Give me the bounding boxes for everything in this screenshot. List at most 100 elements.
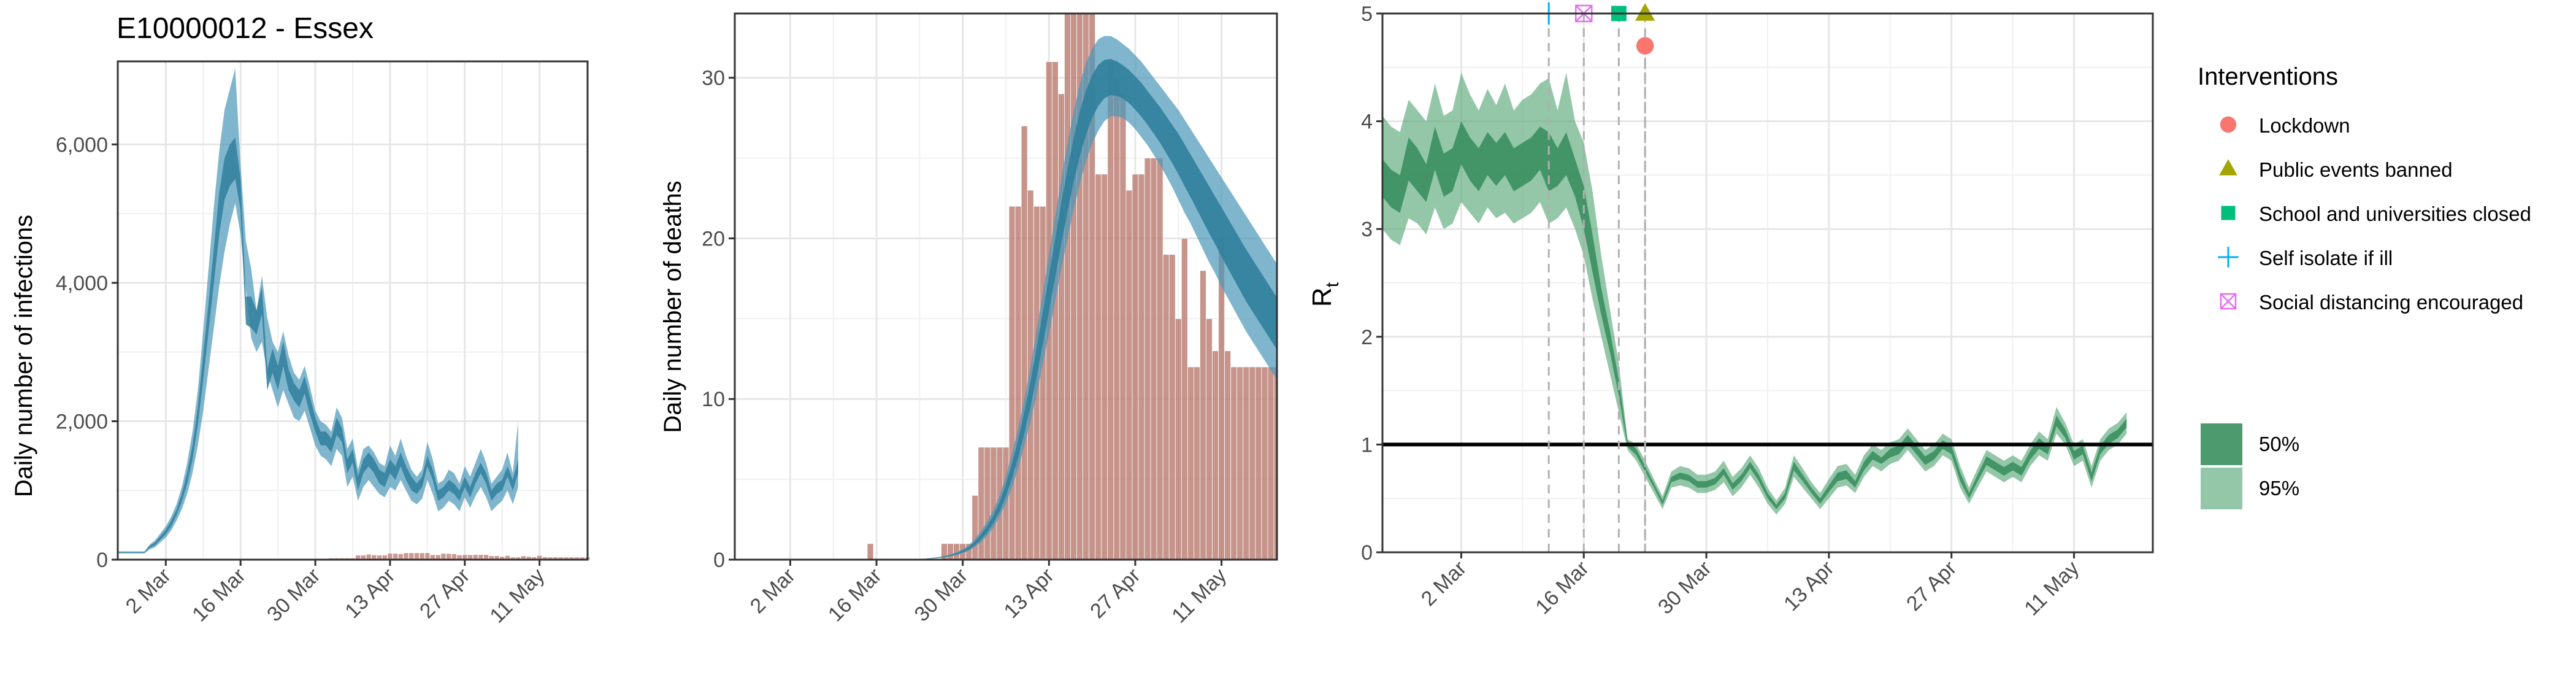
infections-death-bar: [393, 554, 398, 560]
deaths-bar: [1162, 254, 1170, 560]
legend-item-marker: [2220, 116, 2237, 133]
infections-y-tick-label: 4,000: [56, 272, 108, 295]
infections-death-bar: [564, 557, 569, 560]
infections-death-bar: [521, 556, 526, 560]
legend-band-label: 95%: [2259, 477, 2299, 500]
infections-death-bar: [548, 557, 553, 560]
legend-item-label: Self isolate if ill: [2259, 247, 2393, 269]
deaths-bar: [1101, 174, 1108, 560]
deaths-y-axis-label: Daily number of deaths: [659, 180, 686, 433]
infections-death-bar: [473, 555, 478, 560]
deaths-bar: [1267, 366, 1275, 560]
infections-y-tick-label: 0: [96, 549, 108, 572]
infections-death-bar: [478, 555, 483, 560]
infections-death-bar: [494, 556, 499, 560]
deaths-y-tick-label: 30: [702, 67, 725, 90]
deaths-bar: [1008, 206, 1016, 560]
infections-band-50: [118, 137, 518, 553]
rt-band-95: [1382, 72, 2127, 515]
deaths-panel-border: [734, 12, 1278, 561]
deaths-bar: [1212, 350, 1219, 560]
legend-band: 50%: [2201, 423, 2299, 465]
deaths-bar: [1150, 158, 1157, 560]
deaths-bar: [1107, 61, 1114, 560]
legend-item-marker-d2: [2220, 293, 2236, 309]
rt-y-tick-label: 3: [1361, 218, 1373, 241]
legend-item: Social distancing encouraged: [2220, 291, 2523, 314]
infections-death-bar: [377, 555, 382, 560]
deaths-bar: [1224, 350, 1232, 560]
rt-y-tick-label: 4: [1361, 110, 1373, 134]
legend-band-swatch: [2201, 423, 2242, 465]
legend-band: 95%: [2201, 468, 2299, 509]
rt-y-axis-label-subscript: t: [1322, 282, 1343, 287]
infections-death-bar: [425, 553, 430, 560]
infections-death-bar: [361, 555, 366, 560]
rt-y-axis-label: Rt: [1307, 282, 1343, 307]
deaths-bar: [1187, 366, 1194, 560]
infections-death-bar: [356, 555, 361, 560]
infections-death-bar: [510, 557, 515, 560]
deaths-bar: [1175, 318, 1182, 560]
infections-y-tick-label: 6,000: [56, 133, 108, 156]
legend-item-label: Lockdown: [2259, 114, 2350, 137]
infections-y-axis-label: Daily number of infections: [10, 215, 37, 497]
infections-death-bar: [532, 557, 537, 560]
infections-death-bar: [580, 557, 585, 560]
infections-death-bar: [467, 555, 473, 560]
infections-band-95: [118, 68, 518, 554]
infections-death-bar: [505, 555, 510, 560]
infections-death-bar: [382, 555, 387, 560]
legend-item: Lockdown: [2220, 114, 2350, 137]
deaths-bars: [867, 14, 1277, 560]
deaths-bar: [1168, 254, 1176, 560]
infections-death-bar: [553, 557, 558, 560]
deaths-bar: [984, 447, 991, 560]
legend-item: School and universities closed: [2221, 203, 2531, 225]
infections-death-bar: [489, 556, 494, 560]
rt-y-tick-label: 0: [1361, 541, 1373, 565]
figure-title: E10000012 - Essex: [117, 12, 374, 45]
infections-death-bar: [537, 555, 542, 560]
legend-item-label: School and universities closed: [2259, 203, 2531, 225]
infections-death-bar: [516, 557, 521, 560]
infections-death-bar: [574, 557, 580, 560]
rt-y-axis-label-group: Rt: [1307, 282, 1343, 307]
infections-death-bar: [483, 555, 489, 560]
legend-item-marker: [2221, 206, 2236, 220]
rt-y-tick-label: 1: [1361, 433, 1373, 457]
infections-death-bar: [372, 555, 377, 560]
deaths-bar: [1021, 125, 1028, 560]
legend: Interventions Lockdown Public events bann…: [2198, 63, 2531, 509]
infections-panel-border: [117, 60, 589, 561]
legend-item: Public events banned: [2219, 158, 2453, 181]
deaths-bar: [1156, 158, 1163, 560]
legend-interventions-title: Interventions: [2198, 63, 2338, 90]
deaths-bar: [1119, 93, 1127, 560]
rt-y-axis-label-main: R: [1307, 287, 1337, 307]
infections-death-bar: [451, 554, 457, 560]
deaths-bar: [1249, 366, 1256, 560]
infections-death-bar: [430, 555, 435, 560]
infections-death-bar: [446, 554, 451, 560]
legend-item-marker: [2220, 293, 2237, 310]
deaths-bar: [972, 495, 979, 560]
infections-death-bar: [542, 557, 548, 560]
rt-panel-border: [1381, 12, 2154, 554]
rt-intervention-marker: [1635, 3, 1655, 21]
deaths-bar: [1181, 238, 1188, 560]
infections-death-bar: [414, 553, 420, 560]
deaths-bar: [1057, 93, 1065, 560]
legend-item-label: Public events banned: [2259, 158, 2453, 181]
deaths-bar: [1138, 174, 1145, 560]
infections-death-bar: [569, 557, 574, 560]
deaths-bar: [1039, 206, 1046, 560]
legend-item-marker: [2219, 159, 2237, 176]
infections-death-bar: [409, 553, 414, 560]
infections-death-bar: [558, 557, 564, 560]
infections-death-bar: [420, 553, 424, 560]
deaths-bar: [1255, 366, 1262, 560]
